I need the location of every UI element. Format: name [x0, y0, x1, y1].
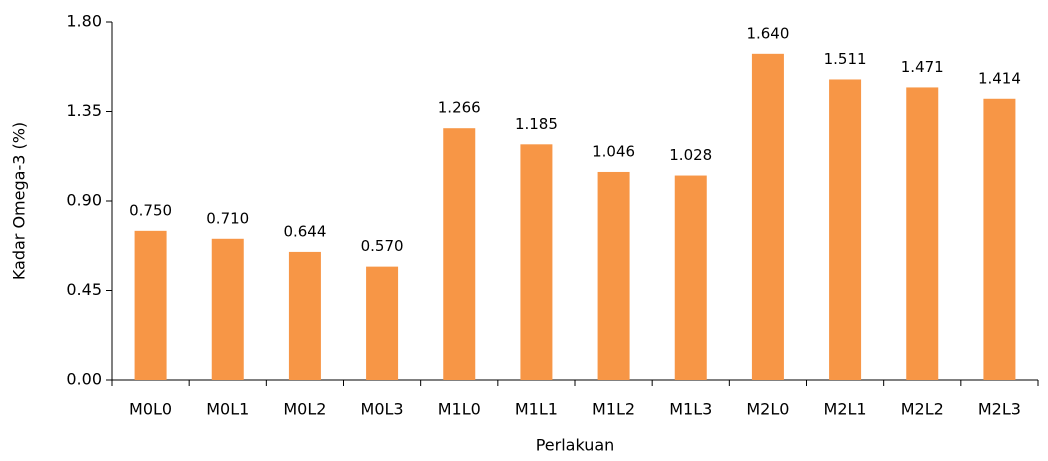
value-label: 1.046	[592, 142, 635, 160]
bar	[366, 266, 399, 380]
bar	[829, 79, 862, 381]
value-label: 1.414	[978, 69, 1021, 87]
bar	[597, 171, 630, 380]
x-tick-label: M0L1	[206, 400, 249, 419]
value-label: 0.644	[283, 222, 326, 240]
x-tick-label: M1L1	[515, 400, 558, 419]
x-tick-label: M0L0	[129, 400, 172, 419]
y-tick-label: 1.80	[66, 12, 102, 31]
y-tick-label: 1.35	[66, 101, 102, 120]
x-tick-label: M1L0	[438, 400, 481, 419]
bar	[983, 98, 1016, 380]
value-label: 1.028	[669, 146, 712, 164]
value-label: 1.266	[438, 99, 481, 117]
bar	[443, 128, 476, 380]
x-tick-label: M0L2	[283, 400, 326, 419]
x-tick-label: M1L2	[592, 400, 635, 419]
x-tick-label: M1L3	[669, 400, 712, 419]
y-tick-label: 0.45	[66, 280, 102, 299]
value-label: 0.710	[206, 209, 249, 227]
value-label: 0.750	[129, 201, 172, 219]
x-tick-label: M2L3	[978, 400, 1021, 419]
y-tick-label: 0.90	[66, 191, 102, 210]
value-label: 1.471	[901, 58, 944, 76]
bar	[751, 53, 784, 380]
x-axis-title: Perlakuan	[536, 436, 615, 455]
x-tick-label: M0L3	[361, 400, 404, 419]
bar	[134, 230, 167, 380]
x-tick-label: M2L0	[746, 400, 789, 419]
bar	[288, 251, 321, 380]
bar	[520, 144, 553, 380]
bar	[211, 238, 244, 380]
x-tick-label: M2L2	[901, 400, 944, 419]
bar	[906, 87, 939, 380]
value-label: 0.570	[361, 237, 404, 255]
value-label: 1.185	[515, 115, 558, 133]
y-tick-label: 0.00	[66, 370, 102, 389]
value-label: 1.640	[746, 24, 789, 42]
bar	[674, 175, 707, 380]
y-axis-title: Kadar Omega-3 (%)	[10, 122, 29, 280]
value-label: 1.511	[824, 50, 867, 68]
x-tick-label: M2L1	[824, 400, 867, 419]
